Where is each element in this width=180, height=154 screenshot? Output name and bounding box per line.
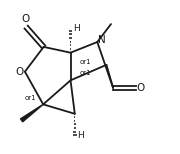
Text: N: N	[98, 35, 106, 45]
Text: H: H	[78, 131, 84, 140]
Text: or1: or1	[79, 59, 91, 65]
Text: or1: or1	[79, 70, 91, 76]
Text: H: H	[74, 24, 80, 33]
Text: O: O	[22, 14, 30, 24]
Text: O: O	[136, 83, 145, 93]
Text: or1: or1	[24, 95, 36, 101]
Polygon shape	[21, 104, 43, 122]
Text: O: O	[15, 67, 23, 77]
